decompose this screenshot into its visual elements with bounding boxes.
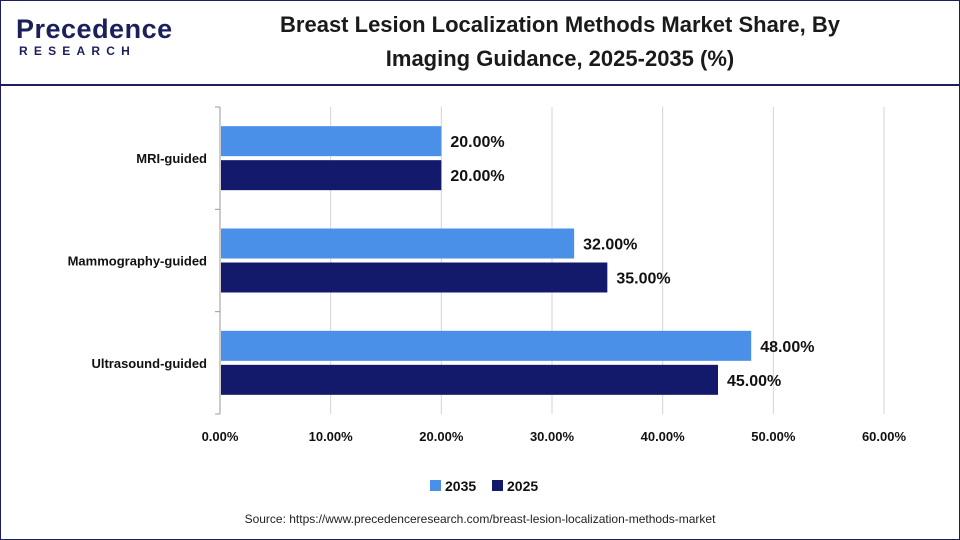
bar-2025-mri-guided [221,160,442,191]
data-label: 20.00% [450,134,504,151]
x-tick-label: 10.00% [309,429,354,444]
legend-swatch-2035 [430,480,441,491]
data-label: 35.00% [616,271,670,288]
category-label: MRI-guided [136,151,207,166]
bar-2035-ultrasound-guided [221,330,752,361]
x-tick-label: 40.00% [641,429,686,444]
chart-title-line-2: Imaging Guidance, 2025-2035 (%) [385,46,735,71]
x-tick-label: 50.00% [751,429,796,444]
bar-2025-mammography-guided [221,262,608,293]
category-label: Mammography-guided [68,254,207,269]
logo-wordmark: Precedence [16,14,173,44]
header-divider [0,84,960,86]
bar-2035-mri-guided [221,126,442,157]
x-tick-label: 30.00% [530,429,575,444]
x-tick-label: 20.00% [419,429,464,444]
data-label: 45.00% [727,373,781,390]
chart-title-line-1: Breast Lesion Localization Methods Marke… [280,12,840,37]
data-label: 20.00% [450,168,504,185]
bar-2035-mammography-guided [221,228,575,259]
legend-label-2035: 2035 [445,478,476,494]
category-label: Ultrasound-guided [91,356,207,371]
legend-label-2025: 2025 [507,478,538,494]
legend-swatch-2025 [492,480,503,491]
logo-subtitle: RESEARCH [19,44,136,58]
chart-title: Breast Lesion Localization Methods Marke… [200,8,920,76]
brand-logo: Precedence RESEARCH [16,14,172,64]
data-label: 48.00% [760,339,814,356]
x-tick-label: 60.00% [862,429,907,444]
bar-2025-ultrasound-guided [221,364,718,395]
data-label: 32.00% [583,237,637,254]
header: Precedence RESEARCH Breast Lesion Locali… [0,0,960,84]
source-note: Source: https://www.precedenceresearch.c… [244,512,716,526]
x-tick-label: 0.00% [202,429,239,444]
